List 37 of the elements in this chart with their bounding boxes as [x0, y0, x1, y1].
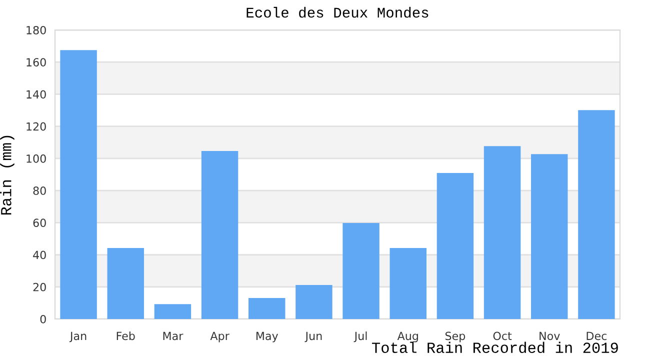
bar [60, 50, 97, 319]
x-tick-label: Apr [210, 332, 230, 342]
bar [436, 173, 474, 319]
bar [390, 248, 426, 319]
x-tick-label: May [256, 332, 278, 342]
bar [484, 146, 521, 319]
x-tick-label: Feb [116, 332, 135, 340]
y-tick-label: 20 [33, 282, 46, 292]
bar [296, 284, 332, 319]
x-tick-label: Nov [540, 332, 560, 340]
bar [578, 110, 615, 319]
x-tick-label: Sep [445, 332, 466, 342]
y-tick-label: 80 [33, 186, 46, 195]
x-tick-label: Oct [493, 332, 512, 340]
bar [248, 298, 286, 319]
bar [201, 151, 238, 319]
text: Total Rain Recorded in 2019 [372, 342, 618, 354]
x-tick-label: Aug [397, 332, 418, 342]
x-tick-label: Dec [586, 332, 607, 340]
x-tick-label: Jul [354, 332, 367, 342]
y-tick-label: 120 [26, 122, 46, 131]
y-tick-label: 100 [26, 154, 46, 163]
x-tick-label: Mar [163, 332, 184, 340]
y-tick-label: 60 [33, 218, 46, 228]
chart-title: Ecole des Deux Mondes [246, 6, 428, 18]
y-tick-label: 0 [40, 314, 46, 324]
bar [107, 248, 144, 319]
bar [154, 304, 192, 319]
x-tick-label: Jan [69, 332, 86, 342]
y-tick-label: 40 [33, 250, 46, 260]
bar [531, 154, 568, 319]
y-tick-label: 180 [26, 26, 46, 34]
y-axis-title: Rain (mm) [0, 136, 14, 215]
y-tick-label: 140 [26, 90, 46, 99]
x-tick-label: Jun [304, 332, 322, 342]
bar [342, 222, 380, 319]
y-tick-label: 160 [26, 58, 46, 66]
